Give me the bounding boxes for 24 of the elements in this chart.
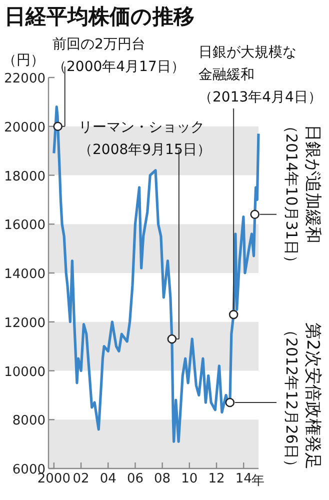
y-tick-label: 8000 [12,414,46,429]
line-series [52,106,260,443]
y-tick-label: 14000 [4,267,46,282]
x-tick-label: 10 [181,472,198,486]
annotation: 日銀が大規模な金融緩和（2013年4月4日） [198,44,322,106]
annotation: 日銀が追加緩和（2014年10月31日） [282,118,322,270]
y-tick-label: 20000 [4,120,46,136]
x-tick-label: 06 [126,472,144,486]
x-axis-title: 年 [252,474,265,488]
x-tick-label: 04 [100,472,116,486]
y-axis-title: （円） [2,52,44,68]
annotation: 第2次安倍政権発足（2012年12月26日） [282,322,322,474]
chart-title: 日経平均株価の推移 [4,4,194,28]
x-tick-label: 12 [208,472,225,486]
y-tick-label: 12000 [4,316,46,331]
x-tick-label: 02 [72,472,90,486]
annotation: リーマン・ショック（2008年9月15日） [78,120,211,158]
y-tick-label: 16000 [4,218,46,234]
y-tick-label: 22000 [4,72,46,86]
x-tick-label: 14 [235,472,252,486]
y-tick-label: 18000 [4,169,46,184]
annotation: 前回の2万円台（2000年4月17日） [52,36,185,75]
y-tick-label: 10000 [4,364,46,380]
x-tick-label: 08 [154,472,171,486]
